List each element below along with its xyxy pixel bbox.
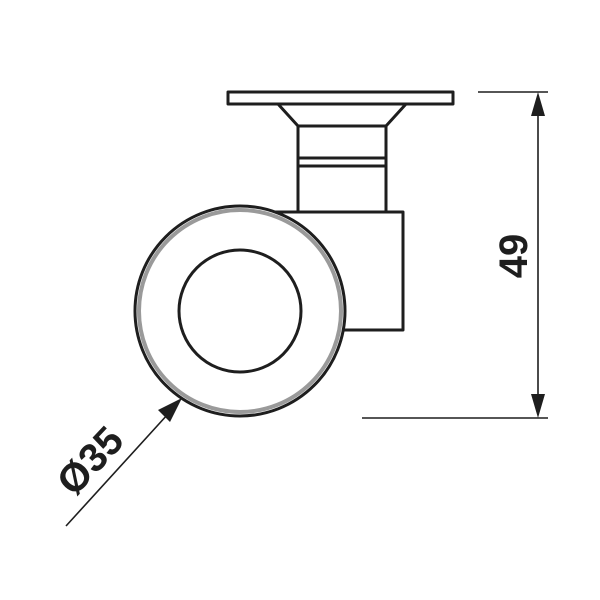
height-label: 49 (492, 234, 536, 279)
plate-neck (276, 102, 408, 128)
caster-stem (296, 124, 388, 214)
diameter-leader-line (65, 413, 169, 527)
height-arrow-bottom (531, 394, 545, 418)
mounting-plate (226, 90, 455, 106)
diameter-arrow (158, 398, 182, 422)
wheel-ring-shade (137, 208, 343, 414)
diameter-label: Ø35 (49, 418, 133, 503)
wheel-hub (177, 248, 303, 374)
height-arrow-top (531, 92, 545, 116)
